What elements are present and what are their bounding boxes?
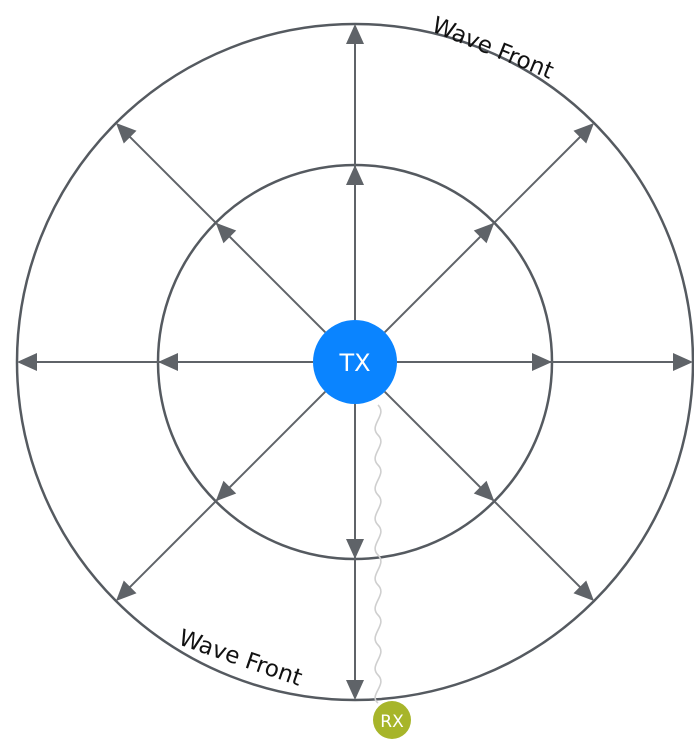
propagation-rays <box>17 24 693 700</box>
inner-arrowhead-135 <box>215 222 237 244</box>
outer-arrowhead-90 <box>346 24 364 44</box>
wave-front-label-top: Wave Front <box>428 12 557 84</box>
inner-arrowhead-225 <box>215 480 237 502</box>
inner-arrowhead-90 <box>346 165 364 185</box>
signal-path-squiggle <box>374 404 382 704</box>
outer-arrowhead-135 <box>115 122 137 144</box>
transmitter-label: TX <box>338 349 370 377</box>
outer-arrowhead-270 <box>346 680 364 700</box>
receiver-label: RX <box>380 712 404 732</box>
outer-arrowhead-45 <box>573 122 595 144</box>
outer-arrowhead-0 <box>673 353 693 371</box>
receiver-node <box>373 701 411 739</box>
outer-arrowhead-225 <box>115 580 137 602</box>
transmitter-node <box>313 320 397 404</box>
outer-arrowhead-180 <box>17 353 37 371</box>
inner-arrowhead-45 <box>473 222 495 244</box>
inner-arrowhead-315 <box>473 480 495 502</box>
outer-arrowhead-315 <box>573 580 595 602</box>
inner-arrowhead-180 <box>158 353 178 371</box>
inner-arrowhead-270 <box>346 539 364 559</box>
inner-arrowhead-0 <box>532 353 552 371</box>
